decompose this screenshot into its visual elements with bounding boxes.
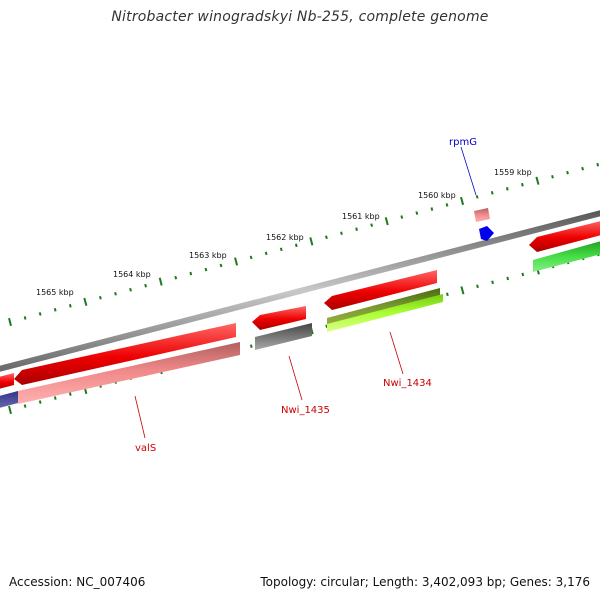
leader-rpmg: [460, 146, 477, 196]
outer-tick-dash: [490, 191, 494, 195]
outer-tick-dash: [8, 317, 12, 327]
gene-rpmg: [474, 208, 490, 222]
inner-tick-dash: [476, 284, 479, 289]
outer-tick-dash: [415, 211, 419, 215]
outer-tick-dash: [99, 295, 102, 300]
inner-tick-dash: [506, 276, 510, 281]
inner-tick-dash: [53, 396, 57, 400]
gene-cds-lime: [327, 294, 443, 332]
outer-tick-dash: [53, 308, 57, 312]
outer-tick-ring: [8, 162, 600, 327]
gene-cds-vals: [14, 323, 236, 385]
gene-rrna-blue: [479, 226, 494, 241]
inner-tick-dash: [8, 405, 12, 415]
outer-tick-dash: [325, 235, 328, 240]
outer-tick-dash: [384, 217, 389, 226]
inner-tick-dash: [460, 286, 465, 295]
gene-label-nwi-1435: Nwi_1435: [281, 405, 330, 416]
outer-tick-dash: [460, 196, 465, 206]
gene-track-reverse: [0, 241, 600, 408]
outer-tick-dash: [551, 174, 554, 179]
accession-text: Accession: NC_007406: [9, 575, 146, 589]
inner-tick-dash: [68, 392, 72, 396]
gene-cds-nwi-1434: [324, 270, 437, 310]
outer-tick-dash: [309, 237, 314, 246]
outer-tick-dash: [294, 243, 298, 248]
outer-tick-dash: [475, 195, 479, 199]
outer-tick-dash: [68, 304, 72, 308]
inner-tick-dash: [446, 292, 449, 297]
inner-tick-dash: [325, 324, 329, 329]
tick-label-1561: 1561 kbp: [342, 212, 380, 221]
genome-summary: Topology: circular; Length: 3,402,093 bp…: [260, 575, 590, 589]
tick-label-1562: 1562 kbp: [266, 233, 304, 242]
outer-tick-dash: [114, 291, 117, 296]
outer-tick-dash: [370, 223, 374, 227]
genome-backbone: [0, 210, 600, 372]
tick-label-1559: 1559 kbp: [494, 168, 532, 177]
gene-cds-olive: [327, 288, 440, 326]
gene-cds-vals-reverse: [18, 342, 240, 404]
outer-tick-dash: [505, 187, 509, 191]
outer-tick-dash: [129, 287, 132, 292]
inner-tick-dash: [521, 272, 525, 277]
outer-tick-dash: [249, 255, 253, 260]
gene-cds-green: [533, 241, 600, 272]
gene-feature-navy: [0, 391, 18, 408]
gene-cds-gray: [255, 323, 312, 350]
outer-tick-dash: [355, 227, 358, 231]
outer-tick-dash: [38, 312, 42, 316]
gene-label-rpmg: rpmG: [449, 137, 477, 148]
outer-tick-dash: [566, 170, 569, 175]
tick-label-1564: 1564 kbp: [113, 270, 151, 279]
gene-label-vals: valS: [135, 443, 156, 454]
outer-tick-dash: [144, 283, 147, 288]
outer-tick-dash: [581, 166, 584, 171]
outer-tick-dash: [264, 251, 268, 256]
outer-tick-dash: [520, 182, 524, 187]
outer-tick-dash: [204, 267, 208, 272]
outer-tick-dash: [83, 297, 88, 306]
outer-tick-dash: [158, 277, 163, 286]
gene-cds-left-edge: [0, 373, 14, 389]
inner-tick-dash: [38, 400, 42, 404]
leader-nwi-1434: [389, 331, 404, 375]
outer-tick-dash: [189, 271, 193, 276]
inner-tick-dash: [23, 404, 27, 408]
tick-label-1565: 1565 kbp: [36, 288, 74, 297]
gene-cds-nwi-1435: [252, 306, 306, 330]
outer-tick-dash: [340, 231, 343, 236]
outer-tick-dash: [445, 203, 449, 207]
outer-tick-dash: [174, 275, 178, 280]
tick-label-1563: 1563 kbp: [189, 251, 227, 260]
gene-cds-right-edge: [529, 221, 600, 252]
genome-title: Nitrobacter winogradskyi Nb-255, complet…: [111, 9, 489, 25]
outer-tick-dash: [535, 176, 540, 185]
inner-tick-dash: [249, 344, 253, 348]
gene-label-nwi-1434: Nwi_1434: [383, 378, 432, 389]
outer-tick-dash: [23, 316, 27, 320]
leader-vals: [134, 395, 146, 439]
tick-label-1560: 1560 kbp: [418, 191, 456, 200]
outer-tick-dash: [400, 215, 404, 219]
outer-tick-dash: [596, 162, 600, 167]
outer-tick-dash: [279, 247, 283, 252]
outer-tick-dash: [430, 207, 434, 211]
outer-tick-dash: [219, 263, 223, 268]
leader-nwi-1435: [288, 355, 303, 401]
outer-tick-dash: [234, 257, 239, 266]
inner-tick-dash: [491, 280, 494, 285]
gene-track-forward: [0, 221, 600, 389]
